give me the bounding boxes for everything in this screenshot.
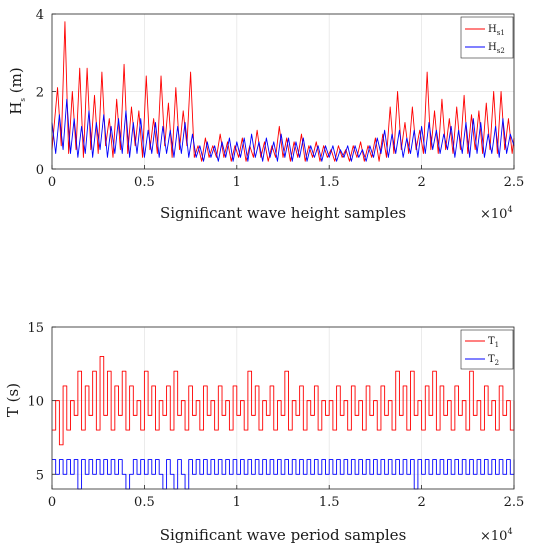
x-tick-label: 2 <box>417 495 425 510</box>
x-multiplier-2-exp: 4 <box>507 527 512 536</box>
y-tick-label: 4 <box>36 8 44 23</box>
x-tick-label: 0.5 <box>134 175 155 190</box>
legend-1-entry-hs2: Hs2 <box>488 42 505 55</box>
legend-1: Hs1 Hs2 <box>460 16 514 59</box>
x-multiplier-1-base: ×10 <box>480 207 507 222</box>
y-tick-label: 0 <box>36 163 44 178</box>
legend-2-entry-t1: T1 <box>488 336 499 349</box>
x-multiplier-1-exp: 4 <box>507 205 512 214</box>
series-line-T2 <box>52 459 515 490</box>
legend-2-box <box>460 329 514 370</box>
legend-2-entry-t2: T2 <box>488 354 499 367</box>
x-tick-label: 1.5 <box>319 175 340 190</box>
chart-wave-height: 0 0.5 1 1.5 2 2.5 0 2 4 Hs (m) Significant wave… <box>7 8 524 222</box>
chart-wave-period: 0 0.5 1 1.5 2 2.5 5 10 15 T (s) Significant wav… <box>4 321 524 544</box>
plot-frame-2 <box>51 326 515 490</box>
x-tick-label: 0 <box>48 175 56 190</box>
y-tick-label: 5 <box>36 468 44 483</box>
x-ticks-1: 0 0.5 1 1.5 2 2.5 <box>48 165 524 190</box>
legend-2: T1 T2 <box>460 329 514 370</box>
y-axis-label-1-main: H <box>7 102 25 115</box>
y-tick-label: 10 <box>27 395 44 410</box>
legend-1-box <box>460 16 514 59</box>
series-lines-2 <box>52 356 515 490</box>
x-multiplier-2-base: ×10 <box>480 529 507 544</box>
x-axis-label-1: Significant wave height samples <box>160 204 406 222</box>
x-tick-label: 1 <box>233 175 241 190</box>
y-axis-label-2: T (s) <box>4 383 22 417</box>
x-axis-label-2: Significant wave period samples <box>160 526 407 544</box>
legend-2-entry-t1-sub: 1 <box>495 341 499 349</box>
x-tick-label: 0 <box>48 495 56 510</box>
y-axis-label-1-unit: (m) <box>7 67 25 98</box>
legend-1-entry-hs2-sub: s2 <box>497 47 505 55</box>
x-multiplier-1: ×104 <box>480 205 513 222</box>
x-ticks-2: 0 0.5 1 1.5 2 2.5 <box>48 485 524 510</box>
x-multiplier-2: ×104 <box>480 527 513 544</box>
y-tick-label: 15 <box>27 321 44 336</box>
y-axis-label-1: Hs (m) <box>7 67 27 114</box>
legend-1-entry-hs1-main: H <box>488 24 497 35</box>
y-axis-label-1-sub: s <box>19 98 27 102</box>
x-tick-label: 1 <box>233 495 241 510</box>
legend-2-entry-t2-main: T <box>488 354 495 365</box>
legend-1-entry-hs1-sub: s1 <box>497 29 505 37</box>
series-lines-1 <box>51 21 515 162</box>
y-ticks-1: 0 2 4 <box>36 8 56 178</box>
plot-area-2 <box>52 327 514 489</box>
series-line-T1 <box>52 356 515 446</box>
x-tick-label: 2 <box>417 175 425 190</box>
series-line-Hs2 <box>51 98 515 162</box>
legend-2-entry-t1-main: T <box>488 336 495 347</box>
legend-1-entry-hs1: Hs1 <box>488 24 505 37</box>
x-tick-label: 0.5 <box>134 495 155 510</box>
x-tick-label: 2.5 <box>504 495 525 510</box>
x-tick-label: 2.5 <box>504 175 525 190</box>
x-tick-label: 1.5 <box>319 495 340 510</box>
legend-1-entry-hs2-main: H <box>488 42 497 53</box>
y-tick-label: 2 <box>36 86 44 101</box>
legend-2-entry-t2-sub: 2 <box>495 359 499 367</box>
y-ticks-2: 5 10 15 <box>27 321 56 483</box>
